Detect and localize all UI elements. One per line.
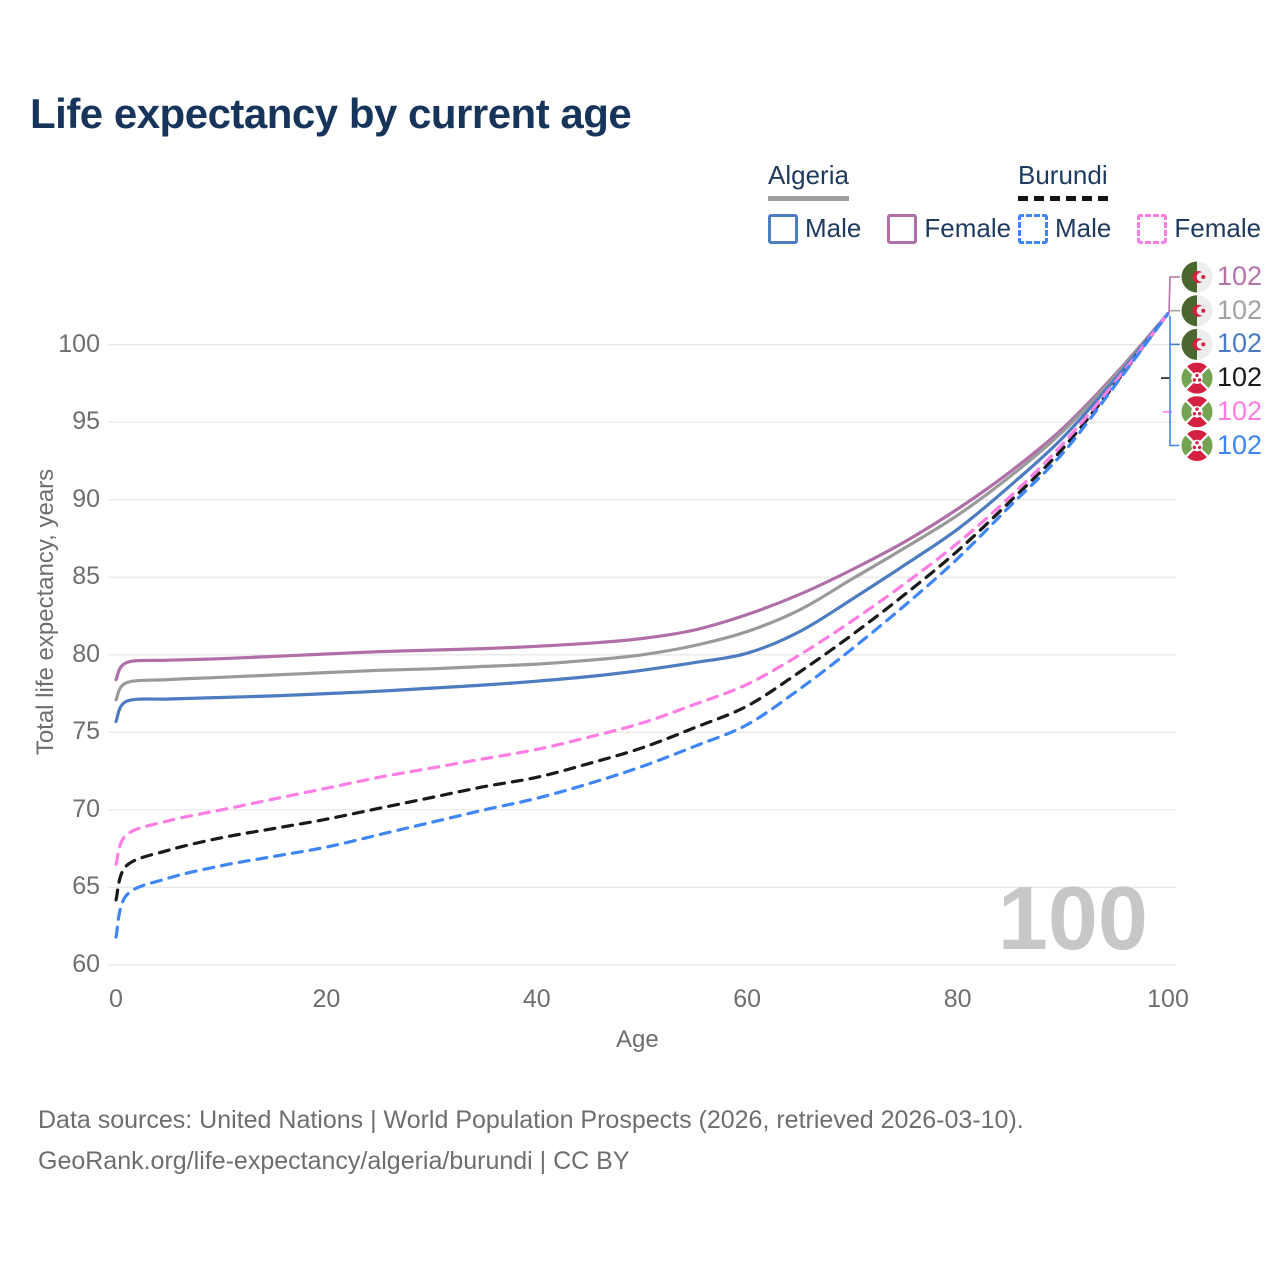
burundi-male-checkbox[interactable]: [1018, 213, 1048, 244]
legend-header-burundi: Burundi: [1018, 160, 1108, 201]
algeria-flag-icon: [1181, 328, 1213, 360]
y-tick-label: 90: [72, 484, 100, 513]
y-tick-label: 95: [72, 407, 100, 436]
footer-data-sources: Data sources: United Nations | World Pop…: [38, 1106, 1024, 1134]
x-tick-label: 0: [109, 985, 123, 1013]
end-value-label: 102: [1217, 429, 1263, 460]
algeria-female-label[interactable]: Female: [924, 213, 1012, 243]
y-tick-label: 100: [58, 329, 100, 358]
leader-line: [1168, 276, 1180, 314]
burundi-male-label[interactable]: Male: [1055, 213, 1112, 243]
x-tick-label: 80: [943, 985, 972, 1013]
algeria-male-label[interactable]: Male: [805, 213, 862, 243]
end-value-label: 102: [1217, 261, 1263, 291]
x-tick-label: 20: [312, 985, 341, 1013]
legend-group-algeria: Algeria Male Female: [768, 160, 1011, 244]
series-line-algeria-male: [114, 312, 1170, 724]
burundi-female-label[interactable]: Female: [1174, 213, 1262, 243]
end-value-label: 102: [1217, 395, 1263, 426]
y-tick-label: 75: [72, 717, 100, 746]
y-tick-label: 65: [72, 872, 100, 901]
algeria-male-checkbox[interactable]: [768, 213, 798, 244]
series-line-burundi-both-sexes: [114, 312, 1170, 902]
x-tick-label: 100: [1147, 985, 1189, 1013]
page-title: Life expectancy by current age: [30, 90, 632, 137]
x-axis-title: Age: [616, 1026, 659, 1053]
y-tick-label: 85: [72, 562, 100, 591]
end-label-leader-lines: [1161, 276, 1180, 447]
algeria-female-checkbox[interactable]: [887, 213, 918, 244]
end-label-flags: [1179, 261, 1215, 464]
burundi-flag-icon: [1179, 360, 1215, 396]
current-age-watermark: 100: [997, 869, 1148, 969]
legend-header-algeria: Algeria: [768, 160, 849, 201]
y-axis-title: Total life expectancy, years: [32, 468, 59, 756]
burundi-flag-icon: [1179, 394, 1215, 430]
x-tick-label: 60: [733, 985, 762, 1013]
series-line-algeria-female: [114, 312, 1170, 682]
burundi-female-checkbox[interactable]: [1137, 213, 1168, 244]
algeria-flag-icon: [1181, 295, 1213, 327]
burundi-flag-icon: [1179, 427, 1215, 464]
series-curves: [114, 312, 1170, 939]
series-line-algeria-both-sexes: [114, 312, 1170, 702]
leader-line: [1169, 315, 1180, 447]
legend-group-burundi: Burundi Male Female: [1018, 160, 1261, 244]
x-tick-label: 40: [522, 985, 551, 1013]
series-line-burundi-male: [114, 312, 1170, 939]
footer-attribution: GeoRank.org/life-expectancy/algeria/buru…: [38, 1147, 630, 1175]
end-value-label: 102: [1217, 362, 1263, 393]
y-tick-label: 80: [72, 639, 100, 668]
end-value-label: 102: [1217, 328, 1263, 359]
series-line-burundi-female: [114, 312, 1170, 866]
end-value-label: 102: [1217, 294, 1263, 325]
y-tick-label: 70: [72, 794, 100, 823]
y-tick-label: 60: [72, 950, 100, 978]
algeria-flag-icon: [1181, 261, 1213, 293]
